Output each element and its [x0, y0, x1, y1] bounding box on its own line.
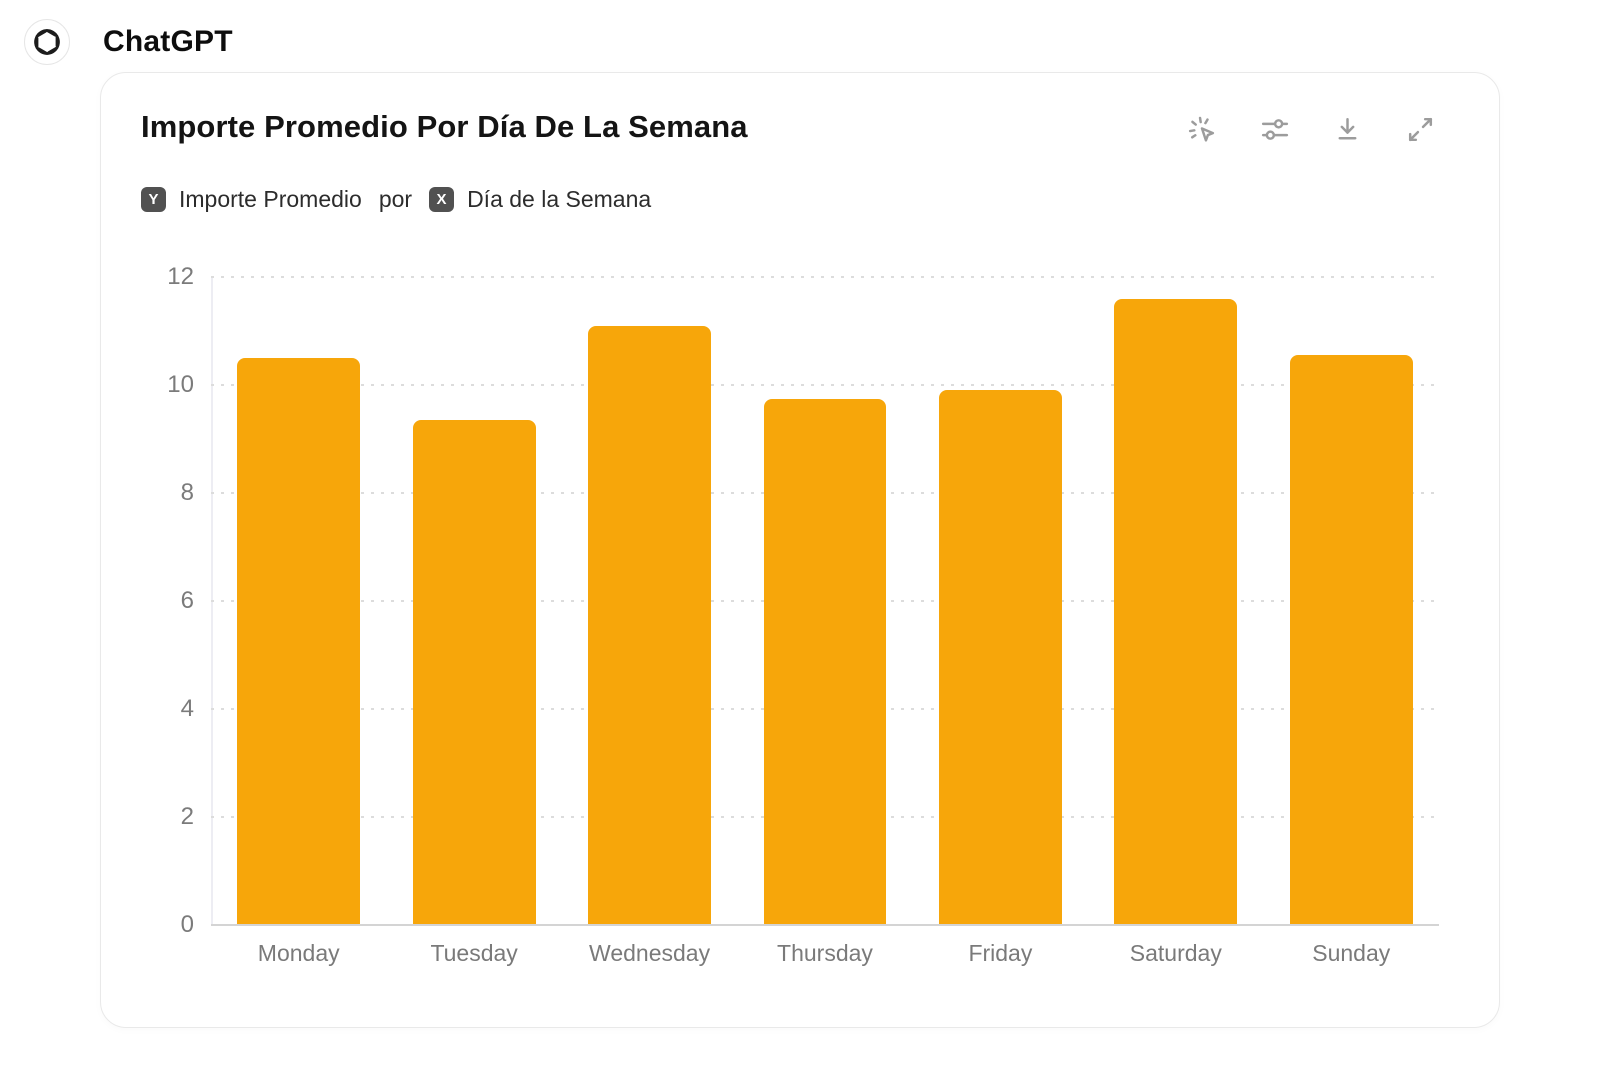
chart-toolbar [1185, 113, 1437, 146]
download-button[interactable] [1331, 113, 1364, 146]
chart-title: Importe Promedio Por Día De La Semana [141, 109, 748, 144]
x-axis-labels: Monday Tuesday Wednesday Thursday Friday Satu… [211, 940, 1439, 967]
chart-settings-button[interactable] [1258, 113, 1291, 146]
gridline-y-10: 10 [167, 371, 1439, 398]
sparkle-cursor-icon [1188, 116, 1215, 142]
y-tick-label: 2 [180, 803, 194, 831]
interactive-chart-button[interactable] [1185, 113, 1218, 146]
gridline-y-12: 12 [167, 263, 1439, 290]
chart-card: Importe Promedio Por Día De La Semana [100, 72, 1500, 1028]
bar-monday [237, 358, 361, 925]
bar-slot [562, 277, 737, 925]
x-axis-badge: X [429, 187, 455, 212]
expand-icon [1408, 117, 1433, 142]
y-tick-label: 8 [180, 479, 194, 507]
bar-sunday [1289, 355, 1413, 925]
bar-slot [211, 277, 386, 925]
x-tick-label: Sunday [1312, 940, 1391, 966]
axis-mapping-separator: por [378, 186, 413, 212]
bar-slot [737, 277, 912, 925]
y-axis-badge: Y [141, 187, 166, 212]
plot-area: 0 2 4 6 8 10 12 [167, 263, 1439, 938]
bar-slot [1264, 277, 1439, 925]
y-tick-label: 12 [167, 263, 194, 290]
bar-chart: 0 2 4 6 8 10 12 Monday Tuesday Wednesday Thursday… [167, 263, 1439, 967]
bar-saturday [1114, 298, 1238, 925]
openai-logo-icon [34, 29, 60, 55]
sliders-icon [1261, 119, 1289, 140]
x-axis-field-label: Día de la Semana [467, 186, 652, 212]
y-tick-label: 6 [180, 587, 194, 614]
y-tick-label: 4 [180, 695, 194, 723]
download-icon [1338, 117, 1357, 140]
x-tick-label: Thursday [777, 940, 873, 966]
card-header: Importe Promedio Por Día De La Semana [101, 73, 1499, 146]
x-tick-label: Saturday [1129, 940, 1222, 966]
chatgpt-avatar [24, 19, 70, 65]
bar-friday [939, 390, 1062, 925]
bar-slot [386, 277, 561, 925]
y-axis-field-label: Importe Promedio [179, 186, 362, 212]
x-tick-label: Wednesday [589, 940, 711, 966]
bar-slot [913, 277, 1088, 925]
y-tick-label: 10 [167, 371, 194, 398]
bar-wednesday [588, 325, 711, 925]
app-name: ChatGPT [103, 25, 233, 58]
x-tick-label: Monday [257, 940, 340, 966]
bars-layer [211, 277, 1439, 925]
x-tick-label: Friday [968, 940, 1033, 966]
bar-slot [1088, 277, 1263, 925]
expand-button[interactable] [1404, 113, 1437, 146]
axis-mapping-row: Y Importe Promedio por X Día de la Seman… [101, 146, 1499, 213]
bar-tuesday [412, 420, 536, 925]
bar-thursday [763, 398, 887, 925]
x-tick-label: Tuesday [430, 940, 518, 966]
message-header: ChatGPT [24, 19, 233, 65]
gridline-y-0: 0 [181, 911, 1439, 938]
y-tick-label: 0 [180, 911, 194, 938]
